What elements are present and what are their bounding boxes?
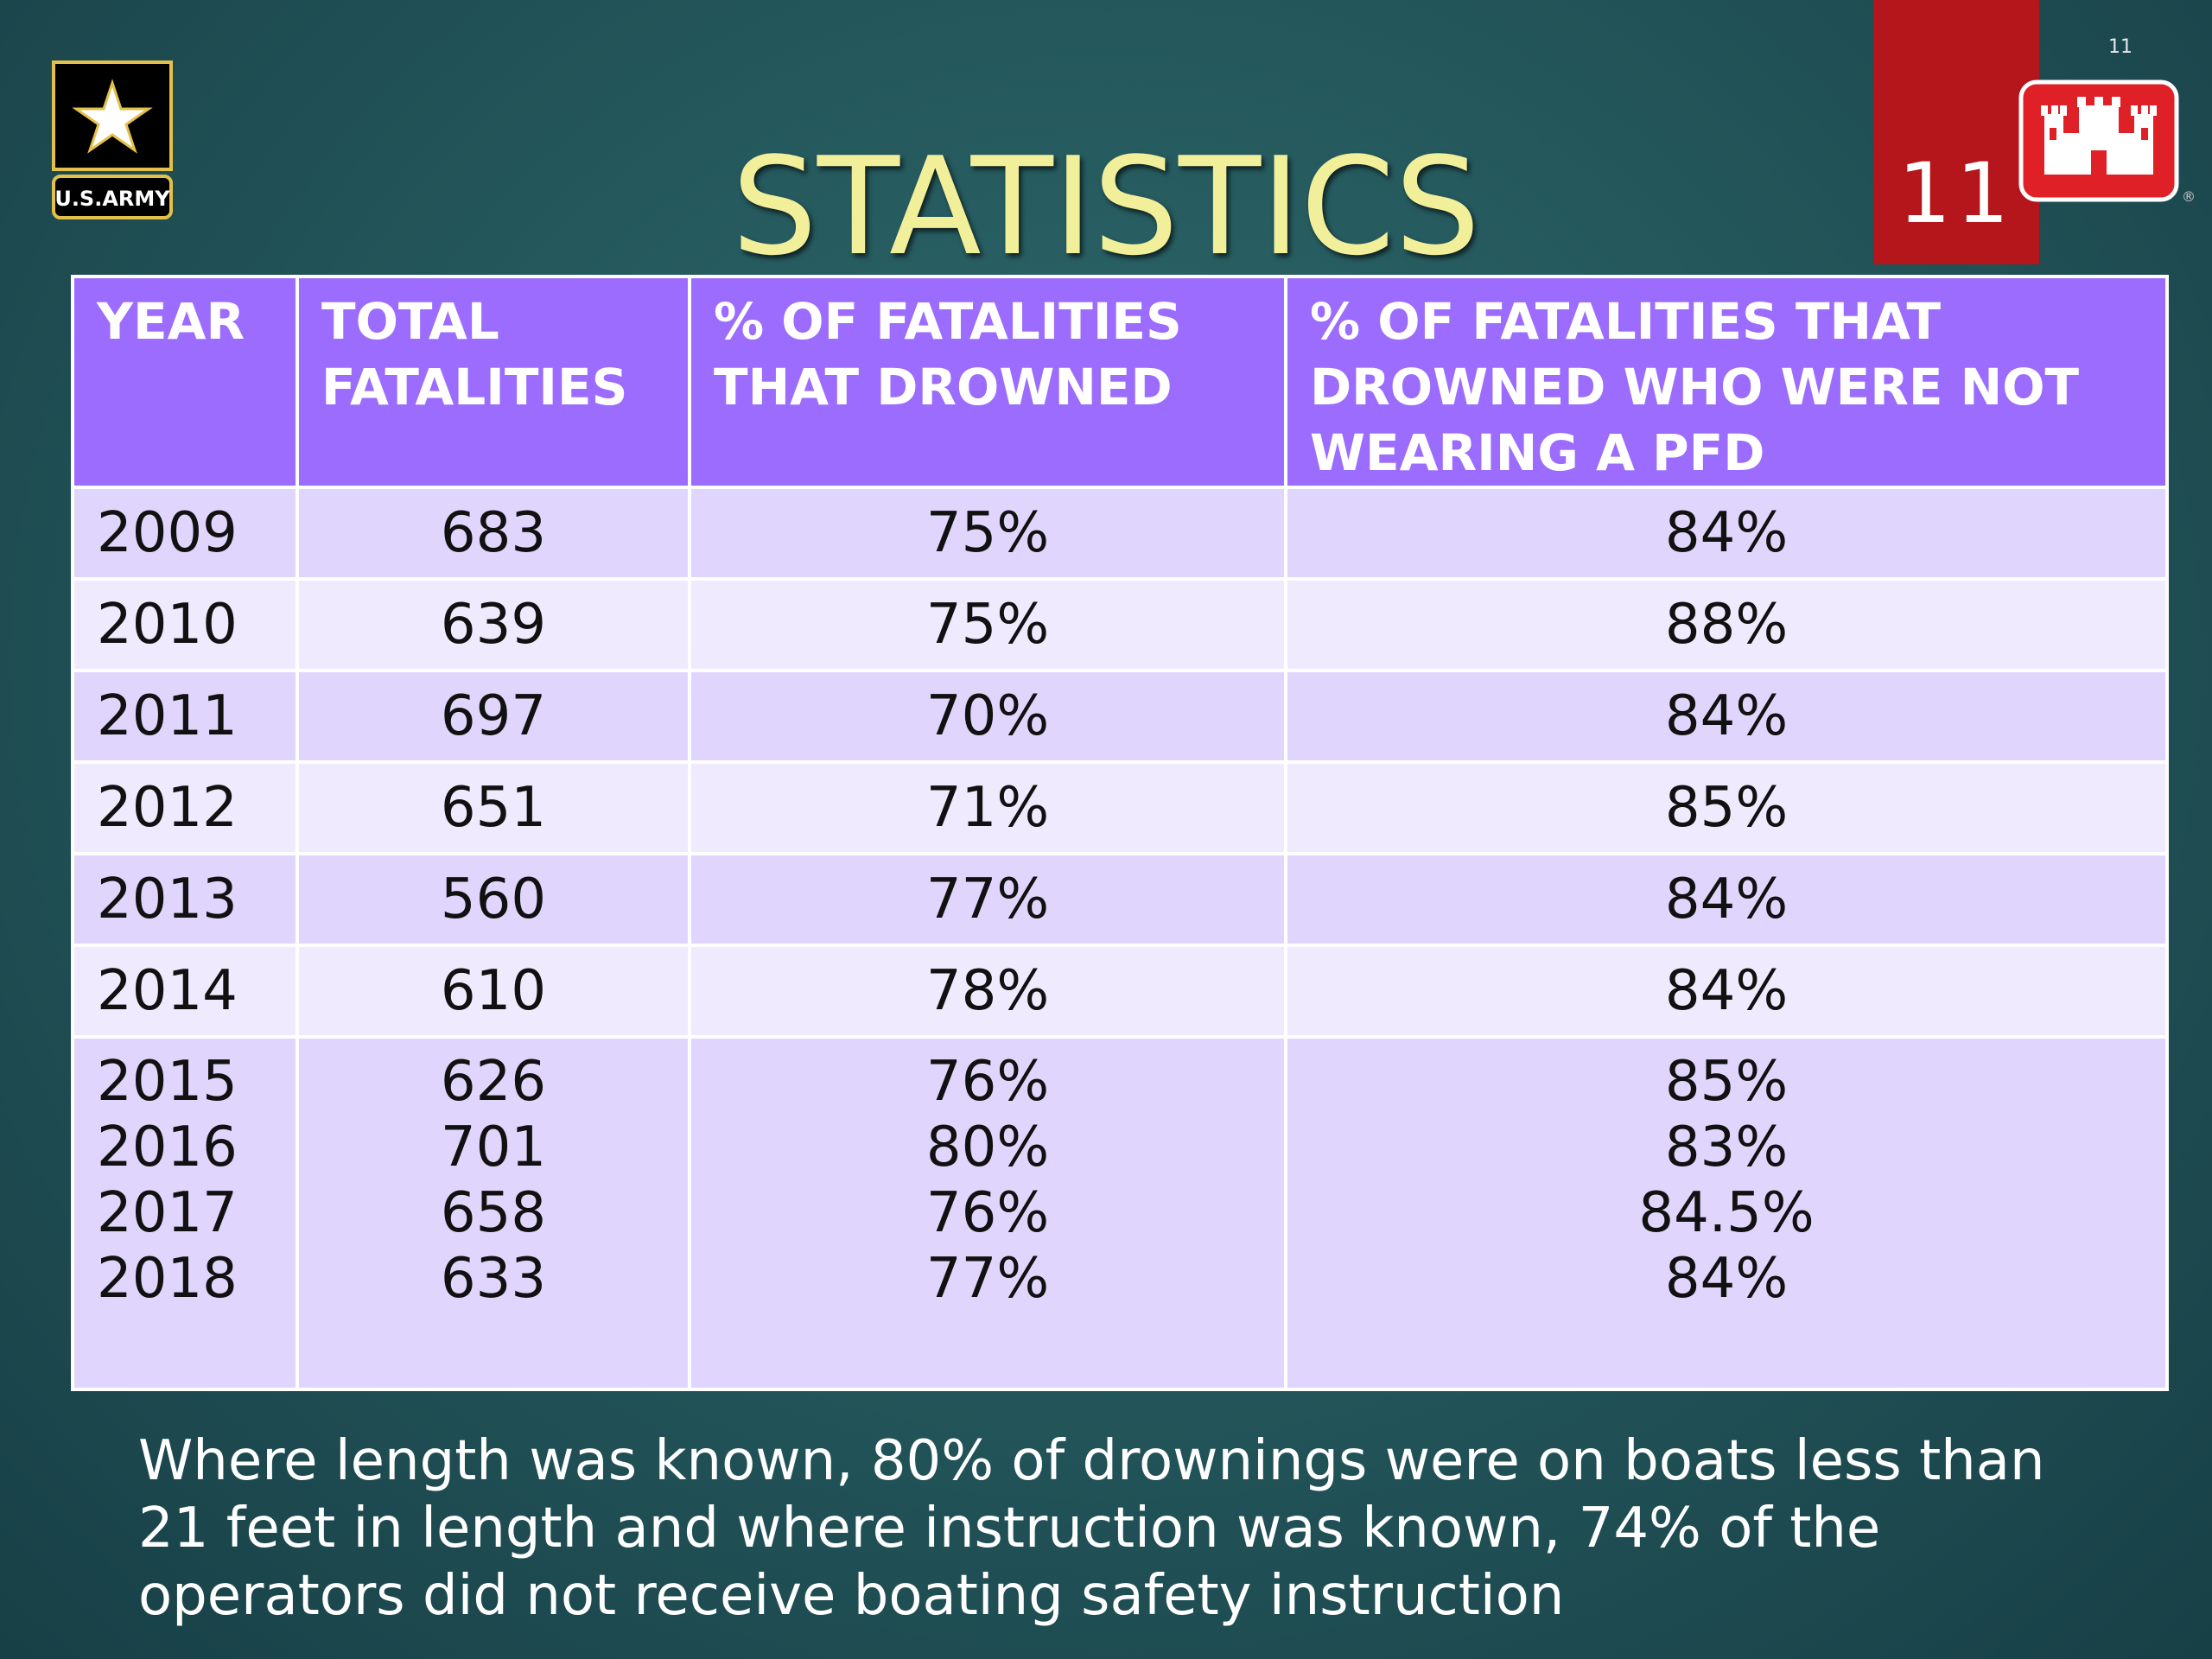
cell-drowned: 71% [688,760,1287,855]
cell-no-pfd: 84% [1284,486,2169,581]
cell-no-pfd-group: 85% 83% 84.5% 84% [1284,1035,2169,1391]
table-header-row: YEAR TOTAL FATALITIES % OF FATALITIES TH… [71,275,2169,489]
cell-drowned: 76% [925,1181,1050,1245]
cell-drowned: 75% [688,486,1287,581]
cell-year: 2018 [97,1247,238,1311]
cell-drowned: 75% [688,577,1287,672]
cell-total: 651 [296,760,691,855]
cell-year: 2014 [71,944,299,1039]
cell-drowned: 77% [925,1247,1050,1311]
cell-total: 560 [296,852,691,947]
cell-no-pfd: 84% [1284,944,2169,1039]
cell-no-pfd: 84% [1664,1247,1789,1311]
registered-mark: ® [2182,188,2196,205]
cell-no-pfd: 84% [1284,669,2169,764]
cell-no-pfd: 85% [1664,1050,1789,1114]
slide-number-small: 11 [2108,36,2133,58]
castle-logo [2018,79,2179,202]
cell-no-pfd: 85% [1284,760,2169,855]
slide-number: 11 [1897,145,2015,242]
slide-number-block: 11 [1873,0,2039,264]
page-title: STATISTICS [731,128,1481,285]
cell-drowned-group: 76% 80% 76% 77% [688,1035,1287,1391]
cell-total-group: 626 701 658 633 [296,1035,691,1391]
cell-total: 683 [296,486,691,581]
cell-total: 633 [440,1247,547,1311]
header-year: YEAR [71,275,299,489]
cell-no-pfd: 83% [1664,1116,1789,1179]
cell-year: 2009 [71,486,299,581]
header-percent-no-pfd: % OF FATALITIES THAT DROWNED WHO WERE NO… [1284,275,2169,489]
cell-year: 2011 [71,669,299,764]
cell-drowned: 80% [925,1116,1050,1179]
cell-year: 2017 [97,1181,238,1245]
cell-year: 2012 [71,760,299,855]
cell-year: 2015 [97,1050,238,1114]
table-row: 2012 651 71% 85% [71,760,2169,855]
cell-drowned: 76% [925,1050,1050,1114]
table-row: 2011 697 70% 84% [71,669,2169,764]
cell-total: 697 [296,669,691,764]
cell-no-pfd: 84.5% [1638,1181,1815,1245]
table-row: 2010 639 75% 88% [71,577,2169,672]
table-row: 2014 610 78% 84% [71,944,2169,1039]
cell-no-pfd: 88% [1284,577,2169,672]
army-logo-text: U.S.ARMY [54,187,170,211]
table-row: 2009 683 75% 84% [71,486,2169,581]
statistics-table: YEAR TOTAL FATALITIES % OF FATALITIES TH… [71,275,2169,1391]
table-row-grouped: 2015 2016 2017 2018 626 701 658 633 76% … [71,1035,2169,1391]
cell-year: 2010 [71,577,299,672]
cell-no-pfd: 84% [1284,852,2169,947]
footnote: Where length was known, 80% of drownings… [138,1429,2045,1628]
cell-total: 658 [440,1181,547,1245]
cell-drowned: 70% [688,669,1287,764]
cell-year-group: 2015 2016 2017 2018 [71,1035,299,1391]
table-row: 2013 560 77% 84% [71,852,2169,947]
cell-year: 2016 [97,1116,238,1179]
cell-total: 626 [440,1050,547,1114]
army-star-icon [72,79,153,154]
cell-drowned: 78% [688,944,1287,1039]
header-total-fatalities: TOTAL FATALITIES [296,275,691,489]
header-percent-drowned: % OF FATALITIES THAT DROWNED [688,275,1287,489]
cell-total: 639 [296,577,691,672]
cell-year: 2013 [71,852,299,947]
cell-total: 610 [296,944,691,1039]
cell-drowned: 77% [688,852,1287,947]
army-logo: U.S.ARMY [52,60,173,221]
cell-total: 701 [440,1116,547,1179]
